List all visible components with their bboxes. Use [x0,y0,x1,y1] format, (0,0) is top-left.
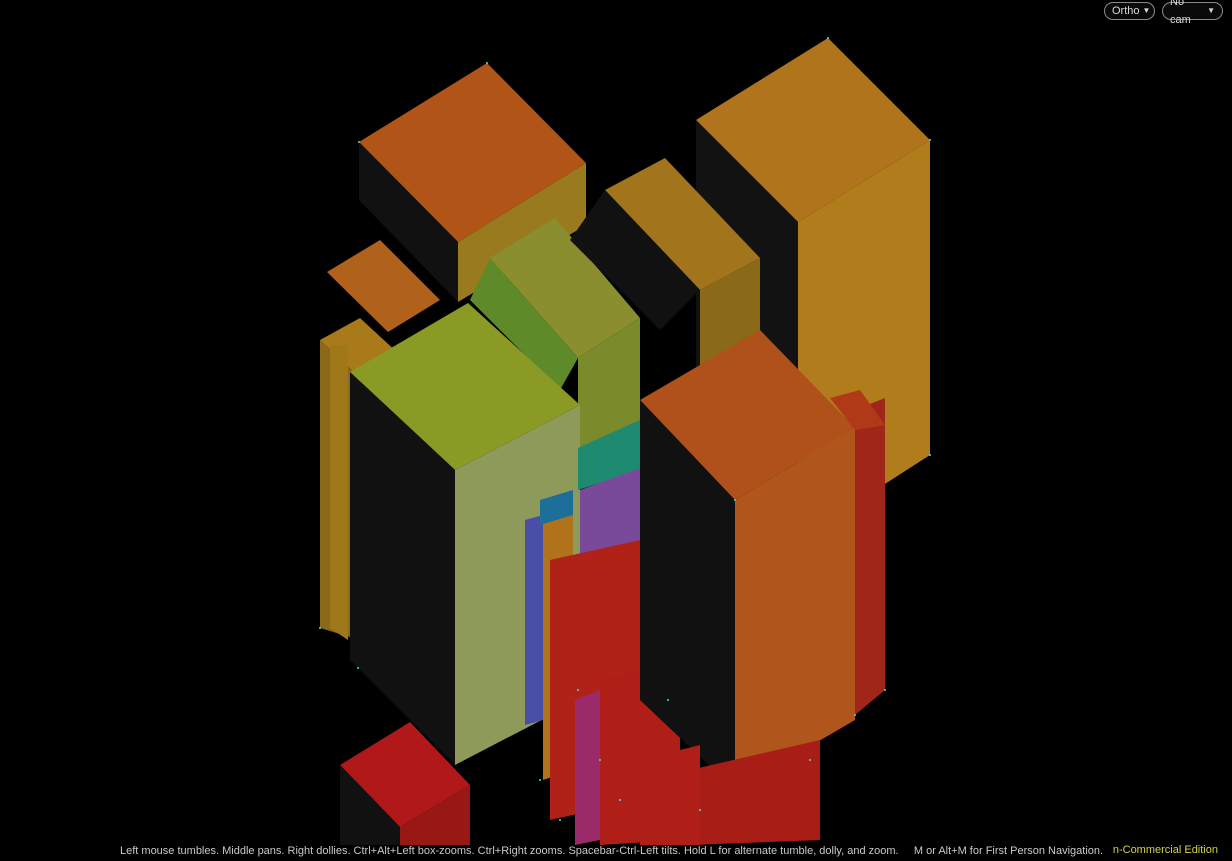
projection-dropdown[interactable]: Ortho ▼ [1104,2,1155,20]
lower-right-strips [640,740,820,845]
chevron-down-icon: ▼ [1207,6,1215,15]
vertex-points [319,37,931,821]
block-bottom-left [340,722,470,845]
projection-label: Ortho [1112,5,1140,17]
chevron-down-icon: ▼ [1142,6,1151,15]
navigation-help-text: Left mouse tumbles. Middle pans. Right d… [120,845,1104,857]
edition-label: n-Commercial Edition [1112,844,1218,856]
camera-label: No cam [1170,0,1191,26]
block-front-left [350,303,580,765]
block-front-right [640,330,885,790]
camera-dropdown[interactable]: No cam ▼ [1162,0,1223,26]
